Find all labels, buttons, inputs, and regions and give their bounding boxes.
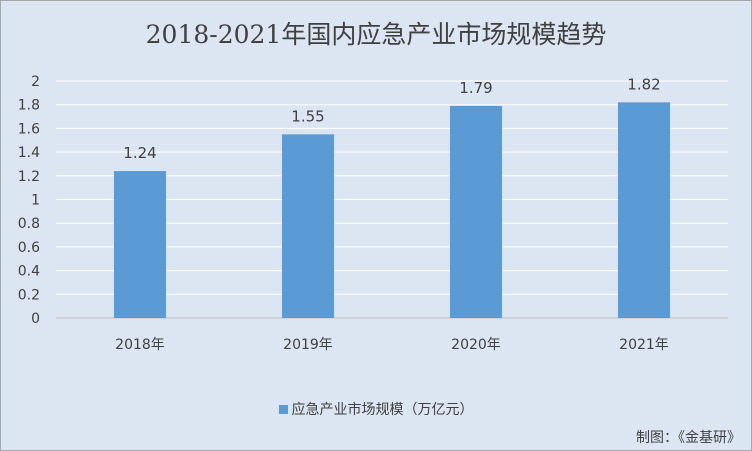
y-tick-label: 0.4	[18, 264, 40, 280]
bar	[449, 105, 503, 318]
data-label: 1.55	[291, 107, 324, 125]
x-tick-label: 2019年	[283, 337, 333, 353]
y-tick-label: 0.2	[18, 287, 40, 303]
x-tick-label: 2020年	[451, 337, 501, 353]
source-note: 制图：《金基研》	[636, 430, 741, 446]
y-tick-label: 1.8	[18, 98, 40, 114]
data-label: 1.82	[627, 75, 660, 93]
data-label: 1.24	[123, 144, 156, 162]
bar	[281, 134, 335, 318]
y-tick-label: 0.6	[18, 240, 40, 256]
y-tick-label: 1.4	[18, 145, 40, 161]
data-label: 1.79	[459, 79, 492, 97]
x-tick-label: 2021年	[619, 337, 669, 353]
legend: 应急产业市场规模（万亿元）	[1, 399, 751, 419]
legend-label: 应急产业市场规模（万亿元）	[291, 402, 474, 418]
y-tick-label: 1.2	[18, 169, 40, 185]
y-tick-label: 2	[31, 74, 40, 90]
chart-title: 2018-2021年国内应急产业市场规模趋势	[145, 20, 607, 49]
bar	[113, 171, 167, 318]
y-tick-label: 1.6	[18, 121, 40, 137]
y-tick-label: 0.8	[18, 216, 40, 232]
y-tick-label: 1	[31, 193, 40, 209]
legend-swatch	[278, 405, 288, 414]
y-tick-label: 0	[31, 311, 40, 327]
bar	[617, 102, 671, 318]
x-tick-label: 2018年	[115, 337, 165, 353]
